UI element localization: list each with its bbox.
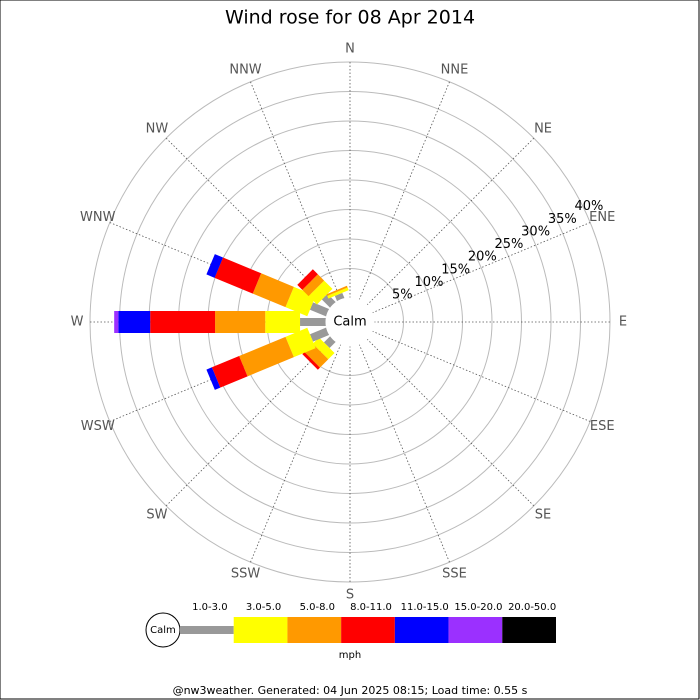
wind-bar-segment xyxy=(302,352,320,370)
direction-label: NNE xyxy=(441,62,469,77)
calm-label: Calm xyxy=(333,315,366,330)
wind-bar-segment xyxy=(239,336,294,377)
legend-label: 15.0-20.0 xyxy=(454,602,502,613)
wind-bar-segment xyxy=(114,311,119,333)
spoke xyxy=(372,330,591,422)
r-tick-label: 5% xyxy=(392,288,413,303)
direction-label: SE xyxy=(535,508,551,523)
legend-label: 8.0-11.0 xyxy=(350,602,392,613)
legend-label: 11.0-15.0 xyxy=(401,602,449,613)
legend-unit: mph xyxy=(339,650,361,661)
wind-bar-segment xyxy=(215,311,266,333)
wind-bar-segment xyxy=(265,311,301,333)
spoke xyxy=(358,81,450,300)
direction-label: W xyxy=(71,315,84,330)
direction-label: NW xyxy=(146,121,169,136)
wind-bar-segment xyxy=(214,257,262,294)
r-tick-label: 30% xyxy=(521,224,550,239)
r-tick-label: 40% xyxy=(574,199,603,214)
legend-swatch xyxy=(341,617,395,643)
spoke xyxy=(372,222,591,314)
legend-calm-label: Calm xyxy=(150,625,176,636)
wind-bar-segment xyxy=(312,337,335,360)
r-tick-label: 10% xyxy=(415,275,444,290)
spoke xyxy=(250,344,342,563)
legend-swatch xyxy=(233,617,288,643)
wind-bar-segment xyxy=(300,318,326,326)
legend-swatch xyxy=(180,626,234,634)
legend-label: 3.0-5.0 xyxy=(246,602,281,613)
direction-label: NE xyxy=(534,121,552,136)
wind-bar-segment xyxy=(302,274,325,297)
spoke xyxy=(366,338,535,507)
legend-swatch xyxy=(448,617,503,643)
legend-swatch xyxy=(502,617,556,643)
r-tick-label: 15% xyxy=(441,262,470,277)
wind-bar-segment xyxy=(118,311,151,333)
legend-label: 1.0-3.0 xyxy=(192,602,227,613)
direction-label: SSE xyxy=(442,567,467,582)
calm-circle xyxy=(325,297,375,347)
wind-bar-segment xyxy=(206,254,224,278)
direction-label: SW xyxy=(146,508,167,523)
r-tick-label: 20% xyxy=(468,250,497,265)
wind-bar-segment xyxy=(206,367,221,390)
chart-title: Wind rose for 08 Apr 2014 xyxy=(225,7,475,29)
r-tick-label: 35% xyxy=(548,212,577,227)
r-tick-label: 25% xyxy=(495,237,524,252)
wind-bar-segment xyxy=(308,280,333,305)
legend-swatch xyxy=(287,617,342,643)
direction-label: ENE xyxy=(589,210,615,225)
wind-bar-segment xyxy=(211,356,248,388)
direction-label: S xyxy=(346,588,354,603)
wind-bar-segment xyxy=(297,269,318,290)
direction-label: E xyxy=(619,315,627,330)
direction-label: N xyxy=(345,42,355,57)
direction-label: NNW xyxy=(229,62,261,77)
wind-bar-segment xyxy=(150,311,216,333)
direction-label: WNW xyxy=(80,210,116,225)
legend-swatch xyxy=(394,617,449,643)
spoke xyxy=(165,338,334,507)
spoke xyxy=(250,81,342,300)
wind-bar-segment xyxy=(252,273,294,308)
wind-bar-segment xyxy=(321,293,336,308)
spoke xyxy=(358,344,450,563)
direction-label: ESE xyxy=(590,419,615,434)
wind-bar-segment xyxy=(326,285,348,296)
footer: @nw3weather. Generated: 04 Jun 2025 08:1… xyxy=(173,684,528,697)
legend-label: 20.0-50.0 xyxy=(508,602,556,613)
wind-bar-segment xyxy=(285,327,316,358)
direction-label: WSW xyxy=(81,419,115,434)
wind-bar-segment xyxy=(327,287,349,299)
legend-label: 5.0-8.0 xyxy=(300,602,335,613)
direction-label: SSW xyxy=(231,567,261,582)
wind-bar-segment xyxy=(309,327,330,342)
spoke xyxy=(366,137,535,306)
wind-bar-segment xyxy=(309,302,330,317)
